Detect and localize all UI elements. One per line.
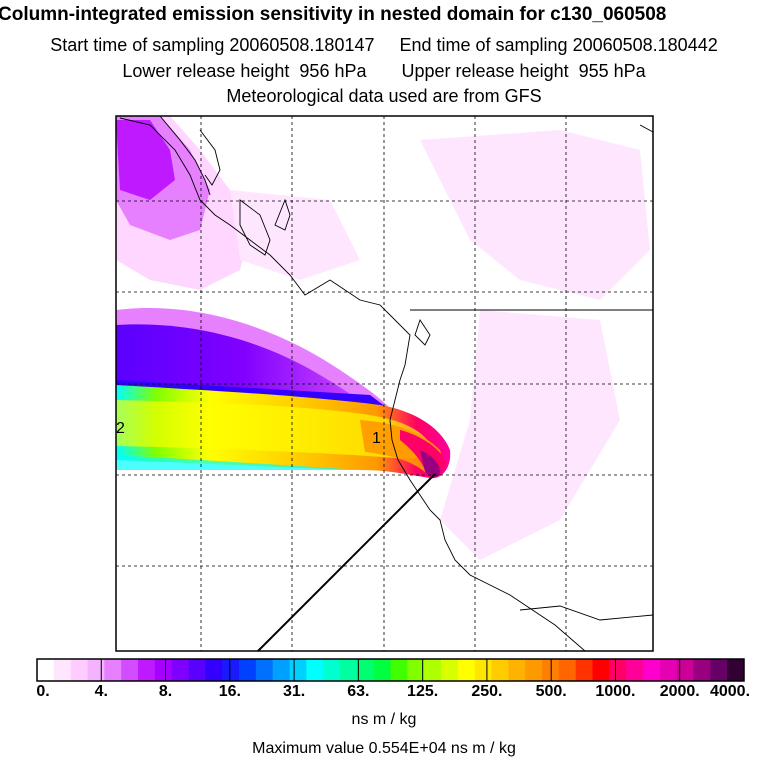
colorbar-swatch — [289, 659, 307, 681]
colorbar-swatch — [609, 659, 627, 681]
colorbar-swatch — [575, 659, 593, 681]
colorbar-swatch — [272, 659, 290, 681]
map-frame — [115, 115, 654, 652]
colorbar-swatch — [37, 659, 55, 681]
marker-1: 1 — [372, 430, 381, 447]
met-data-line: Meteorological data used are from GFS — [226, 86, 542, 106]
colorbar-swatch — [239, 659, 257, 681]
colorbar-swatch — [457, 659, 476, 681]
colorbar-tick-label: 4000. — [709, 683, 751, 700]
colorbar-swatch — [592, 659, 610, 681]
colorbar-swatch — [188, 659, 206, 681]
colorbar-swatch — [373, 659, 391, 681]
colorbar-swatch — [104, 659, 122, 681]
colorbar-swatch — [138, 659, 156, 681]
colorbar-swatch — [154, 659, 173, 681]
marker-2: 2 — [116, 420, 125, 437]
colorbar-tick-label: 4. — [94, 683, 108, 700]
colorbar-swatch — [53, 659, 72, 681]
lat-lon-grid — [116, 116, 653, 651]
colorbar-swatch — [710, 659, 728, 681]
colorbar-swatch — [340, 659, 358, 681]
colorbar-swatch — [676, 659, 694, 681]
colorbar-swatch — [693, 659, 711, 681]
colorbar-swatch — [474, 659, 492, 681]
colorbar-swatch — [121, 659, 139, 681]
colorbar-swatch — [70, 659, 88, 681]
colorbar-tick-label: 1000. — [595, 683, 636, 700]
colorbar-swatch — [171, 659, 189, 681]
colorbar-tick-label: 63. — [347, 683, 370, 700]
sensitivity-field — [116, 116, 650, 560]
colorbar-swatch — [255, 659, 274, 681]
colorbar-swatch — [659, 659, 678, 681]
colorbar-tick-label: 250. — [471, 683, 503, 700]
colorbar-tick-label: 0. — [36, 683, 50, 700]
colorbar-unit: ns m / kg — [351, 711, 417, 728]
colorbar-swatch — [407, 659, 425, 681]
colorbar-swatch — [626, 659, 644, 681]
colorbar-swatch — [643, 659, 661, 681]
colorbar-swatch — [306, 659, 324, 681]
colorbar-swatch — [508, 659, 526, 681]
sampling-time-line: Start time of sampling 20060508.180147 E… — [50, 35, 718, 55]
maximum-value-text: Maximum value 0.554E+04 ns m / kg — [252, 740, 516, 757]
colorbar-tick-label: 16. — [218, 683, 241, 700]
flight-track — [257, 473, 436, 652]
release-height-line: Lower release height 956 hPa Upper relea… — [122, 61, 646, 81]
colorbar-swatch — [424, 659, 442, 681]
colorbar-swatch — [323, 659, 341, 681]
colorbar-swatch — [525, 659, 543, 681]
colorbar — [36, 658, 745, 682]
colorbar-tick-label: 500. — [535, 683, 567, 700]
colorbar-swatch — [542, 659, 560, 681]
colorbar-tick-label: 8. — [158, 683, 173, 700]
colorbar-swatch — [441, 659, 459, 681]
colorbar-tick-label: 125. — [407, 683, 439, 700]
colorbar-tick-label: 2000. — [659, 683, 700, 700]
colorbar-swatch — [356, 659, 375, 681]
colorbar-swatch — [727, 659, 745, 681]
colorbar-tick-label: 31. — [282, 683, 306, 700]
colorbar-swatch — [87, 659, 105, 681]
colorbar-swatch — [558, 659, 577, 681]
colorbar-swatch — [205, 659, 223, 681]
coastlines — [119, 116, 653, 651]
colorbar-swatch — [491, 659, 509, 681]
colorbar-swatch — [222, 659, 240, 681]
colorbar-swatch — [390, 659, 408, 681]
plot-title: Column-integrated emission sensitivity i… — [0, 4, 667, 25]
colorbar-frame — [36, 658, 745, 682]
